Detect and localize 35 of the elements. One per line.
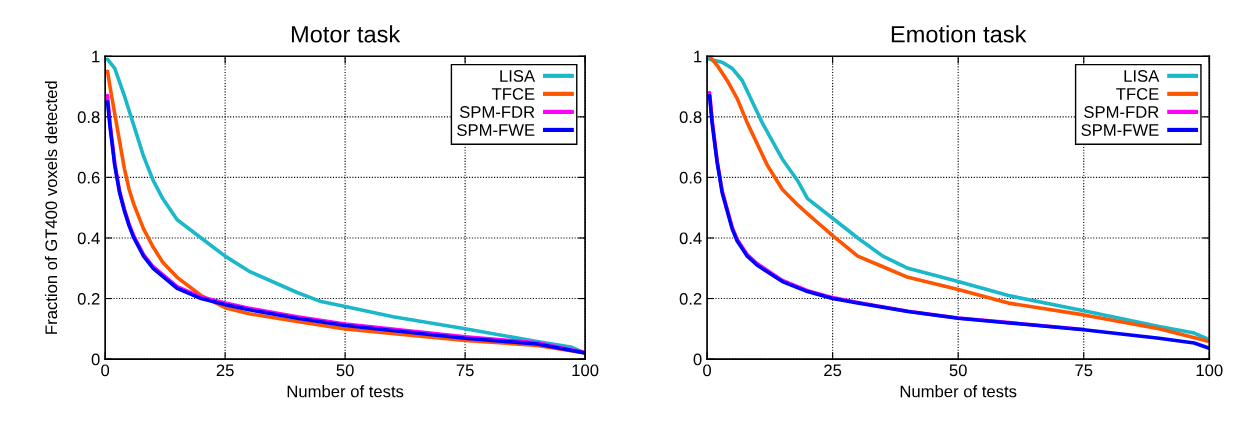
- x-tick-label: 0: [703, 364, 712, 377]
- y-tick-label: 0.2: [77, 292, 100, 305]
- legend-label: SPM-FDR: [459, 106, 535, 118]
- x-tick-label: 75: [1075, 364, 1093, 377]
- y-tick-label: 0.8: [679, 111, 702, 124]
- x-tick-label: 50: [336, 364, 354, 377]
- y-tick-label: 0: [91, 353, 100, 366]
- legend-label: TFCE: [491, 88, 535, 100]
- x-tick-label: 100: [572, 364, 599, 377]
- x-tick-label: 25: [216, 364, 234, 377]
- y-tick-label: 1: [694, 50, 702, 63]
- x-tick-label: 100: [1196, 364, 1223, 377]
- legend-label: SPM-FDR: [1084, 106, 1159, 118]
- legend-label: TFCE: [1116, 88, 1159, 100]
- x-tick-label: 25: [824, 364, 842, 377]
- x-axis-title: Number of tests: [900, 385, 1017, 398]
- legend-label: SPM-FWE: [1081, 124, 1159, 136]
- y-axis-title: Fraction of GT400 voxels detected: [44, 81, 58, 334]
- x-tick-label: 50: [949, 364, 967, 377]
- x-axis-title: Number of tests: [287, 385, 404, 398]
- y-tick-label: 0.2: [679, 292, 702, 305]
- y-tick-label: 0.6: [679, 171, 702, 184]
- y-tick-label: 0.4: [77, 232, 100, 245]
- legend-label: SPM-FWE: [457, 124, 535, 136]
- x-tick-label: 0: [101, 364, 110, 377]
- y-tick-label: 0.6: [77, 171, 100, 184]
- x-tick-label: 75: [456, 364, 474, 377]
- chart-title: Motor task: [291, 25, 401, 43]
- y-tick-label: 1: [92, 50, 100, 63]
- legend-label: LISA: [500, 70, 536, 82]
- y-tick-label: 0.8: [77, 111, 100, 124]
- y-tick-label: 0: [693, 353, 702, 366]
- legend-label: LISA: [1124, 70, 1160, 82]
- y-tick-label: 0.4: [679, 232, 702, 245]
- chart-title: Emotion task: [891, 25, 1027, 43]
